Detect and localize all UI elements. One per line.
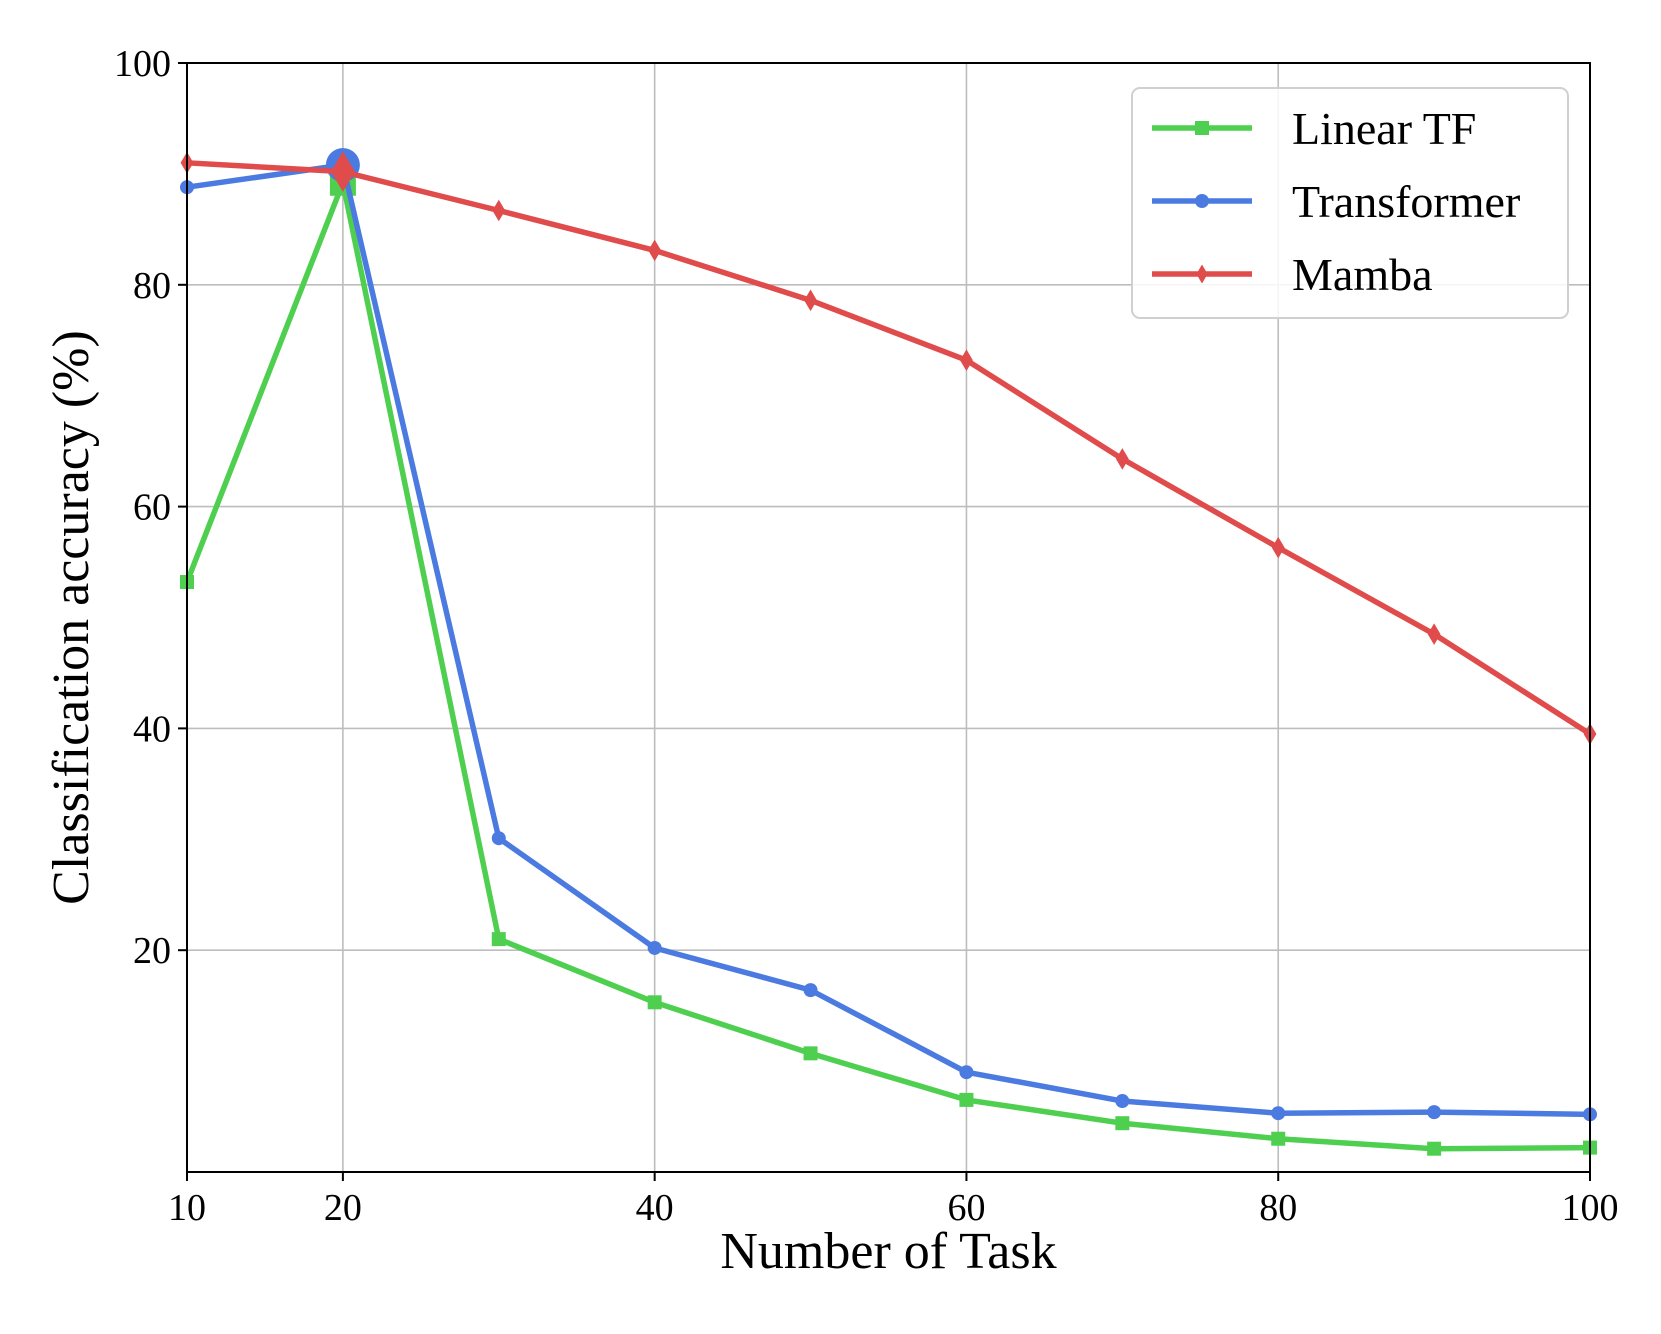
series-line: [186, 160, 1592, 737]
data-point: [959, 1065, 974, 1080]
data-point: [648, 239, 662, 262]
series-line: [186, 162, 1591, 1118]
data-point: [1427, 623, 1441, 645]
data-point: [1271, 1106, 1286, 1121]
legend-label: Mamba: [1292, 249, 1433, 300]
data-point: [1427, 1141, 1442, 1156]
plot-frame: [186, 62, 1591, 1173]
axes-layer: 10 20 40 60 80 100 20 40 60 80 100: [114, 43, 1619, 1229]
data-point: [1271, 1131, 1286, 1146]
y-tick-label: 20: [133, 930, 171, 972]
series-transformer: [180, 148, 1597, 1122]
data-point: [492, 199, 506, 222]
data-point: [491, 831, 506, 846]
data-point: [647, 995, 662, 1010]
x-tick-label: 20: [324, 1187, 362, 1229]
x-tick-label: 60: [947, 1187, 985, 1229]
legend-item: Transformer: [1152, 176, 1520, 227]
data-point: [1115, 448, 1129, 470]
data-point: [1427, 1105, 1442, 1120]
series-line: [184, 180, 1591, 1152]
series-layer: [180, 148, 1597, 1156]
y-tick-label: 60: [133, 487, 171, 529]
y-tick-label: 40: [133, 708, 171, 750]
data-point: [804, 289, 817, 312]
legend-item: Mamba: [1152, 249, 1433, 300]
series-mamba: [180, 151, 1597, 745]
legend-label: Linear TF: [1292, 103, 1476, 154]
x-tick-label: 10: [168, 1187, 206, 1229]
y-tick-label: 100: [114, 43, 171, 85]
x-tick-label: 100: [1562, 1187, 1619, 1229]
data-point: [491, 932, 506, 947]
data-point: [1115, 1116, 1130, 1131]
data-point: [1271, 536, 1285, 559]
legend-marker: [1195, 121, 1209, 135]
legend-label: Transformer: [1292, 176, 1520, 227]
y-axis-title: Classification accuracy (%): [43, 330, 100, 905]
legend-box: [1131, 87, 1569, 319]
highlight-point: [330, 151, 355, 192]
y-tick-label: 80: [133, 265, 171, 307]
data-point: [959, 1092, 974, 1107]
legend-item: Linear TF: [1152, 103, 1476, 154]
legend-marker: [1195, 194, 1209, 208]
legend-marker: [1196, 264, 1208, 284]
legend: Linear TF Transformer Mamba: [1131, 87, 1569, 319]
data-point: [647, 940, 662, 955]
x-axis-title: Number of Task: [720, 1223, 1056, 1280]
x-tick-label: 40: [636, 1187, 674, 1229]
data-point: [803, 1046, 818, 1061]
data-point: [803, 983, 818, 998]
x-tick-label: 80: [1259, 1187, 1297, 1229]
data-point: [960, 349, 973, 372]
data-point: [1115, 1094, 1130, 1109]
